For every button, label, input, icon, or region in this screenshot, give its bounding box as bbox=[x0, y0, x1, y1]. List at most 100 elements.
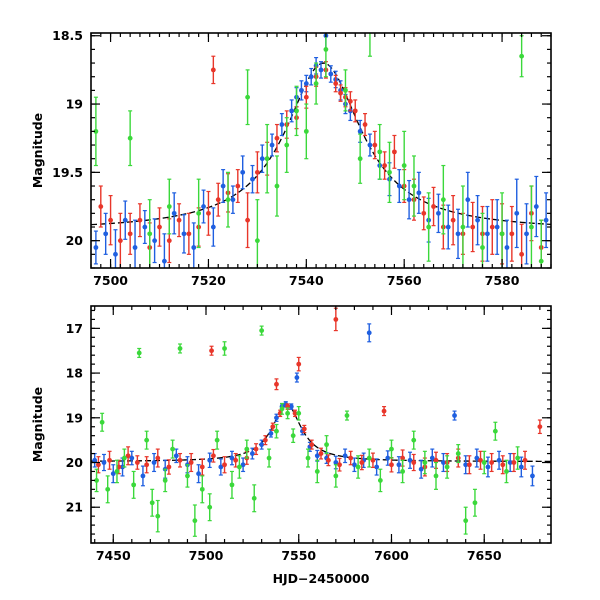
data-point bbox=[474, 448, 480, 468]
data-point bbox=[519, 35, 525, 78]
y-tick-label: 17 bbox=[66, 321, 83, 336]
point-marker bbox=[463, 518, 469, 524]
point-marker bbox=[515, 455, 521, 461]
data-point bbox=[201, 189, 206, 224]
x-tick-label: 7600 bbox=[374, 548, 409, 563]
data-point bbox=[166, 178, 172, 235]
data-point bbox=[511, 452, 517, 473]
series-0 bbox=[92, 323, 535, 487]
data-point bbox=[308, 67, 314, 86]
y-tick-label: 19 bbox=[66, 97, 83, 112]
point-marker bbox=[314, 469, 320, 474]
series-1 bbox=[96, 307, 543, 477]
point-marker bbox=[117, 238, 123, 244]
point-marker bbox=[229, 482, 235, 488]
data-point bbox=[144, 430, 150, 450]
data-point bbox=[484, 205, 490, 262]
data-point bbox=[207, 493, 213, 522]
data-point bbox=[110, 464, 116, 484]
point-marker bbox=[433, 473, 439, 479]
point-marker bbox=[303, 81, 309, 86]
point-marker bbox=[418, 466, 424, 472]
data-point bbox=[436, 193, 441, 234]
point-marker bbox=[351, 462, 357, 468]
data-point bbox=[94, 468, 99, 493]
data-point bbox=[411, 453, 417, 472]
axes-frame bbox=[90, 305, 552, 544]
data-point bbox=[515, 446, 521, 470]
point-marker bbox=[367, 142, 373, 148]
point-marker bbox=[309, 442, 315, 448]
point-marker bbox=[366, 455, 372, 461]
point-marker bbox=[136, 350, 142, 356]
point-marker bbox=[396, 462, 402, 468]
data-point bbox=[210, 55, 216, 85]
data-point bbox=[196, 178, 202, 249]
point-marker bbox=[463, 462, 469, 468]
point-marker bbox=[357, 156, 363, 162]
data-point bbox=[478, 450, 483, 470]
point-marker bbox=[142, 224, 148, 230]
point-marker bbox=[233, 457, 239, 463]
data-point bbox=[274, 378, 279, 391]
data-point bbox=[103, 212, 109, 255]
data-point bbox=[305, 448, 311, 468]
point-marker bbox=[105, 486, 111, 492]
plot-area bbox=[91, 307, 551, 537]
data-point bbox=[372, 130, 378, 160]
data-point bbox=[533, 175, 539, 238]
data-point bbox=[210, 207, 216, 247]
point-marker bbox=[296, 361, 302, 367]
data-point bbox=[374, 458, 380, 476]
point-marker bbox=[400, 455, 406, 461]
data-point bbox=[452, 410, 457, 421]
point-marker bbox=[176, 217, 182, 223]
data-point bbox=[229, 450, 235, 466]
data-point bbox=[274, 123, 280, 153]
point-marker bbox=[251, 495, 257, 501]
data-point bbox=[431, 186, 436, 227]
point-marker bbox=[262, 437, 268, 443]
data-point bbox=[105, 475, 111, 504]
data-point bbox=[407, 451, 413, 469]
point-marker bbox=[210, 67, 216, 73]
data-point bbox=[382, 151, 388, 180]
point-marker bbox=[472, 500, 478, 506]
point-marker bbox=[166, 464, 172, 470]
data-point bbox=[127, 110, 133, 167]
point-marker bbox=[211, 453, 216, 459]
data-point bbox=[309, 439, 315, 450]
data-point bbox=[294, 85, 299, 137]
data-point bbox=[416, 171, 422, 214]
data-point bbox=[129, 450, 135, 466]
point-marker bbox=[326, 457, 331, 463]
data-point bbox=[155, 499, 161, 533]
point-marker bbox=[359, 460, 365, 465]
point-marker bbox=[509, 231, 515, 237]
top-panel: 7500 7520 7540 7560 7580 18.5 19 19.5 20 Magnitud… bbox=[30, 28, 552, 288]
data-point bbox=[411, 155, 417, 217]
point-marker bbox=[125, 453, 131, 459]
point-marker bbox=[406, 197, 412, 203]
data-point bbox=[514, 178, 520, 249]
data-point bbox=[401, 130, 407, 201]
point-marker bbox=[337, 462, 342, 468]
point-marker bbox=[270, 424, 276, 430]
point-marker bbox=[121, 455, 127, 461]
data-point bbox=[509, 205, 515, 262]
point-marker bbox=[93, 245, 99, 250]
data-point bbox=[171, 192, 177, 235]
data-point bbox=[301, 424, 307, 434]
point-marker bbox=[155, 455, 161, 461]
data-point bbox=[284, 117, 290, 173]
data-point bbox=[259, 144, 265, 173]
point-marker bbox=[245, 94, 250, 100]
data-point bbox=[429, 448, 435, 468]
data-point bbox=[463, 506, 469, 535]
data-point bbox=[362, 113, 368, 137]
data-point bbox=[186, 212, 192, 255]
x-tick-label: 7550 bbox=[281, 548, 316, 563]
x-tick-label: 7520 bbox=[191, 273, 226, 288]
point-marker bbox=[188, 460, 194, 465]
point-marker bbox=[385, 455, 391, 461]
